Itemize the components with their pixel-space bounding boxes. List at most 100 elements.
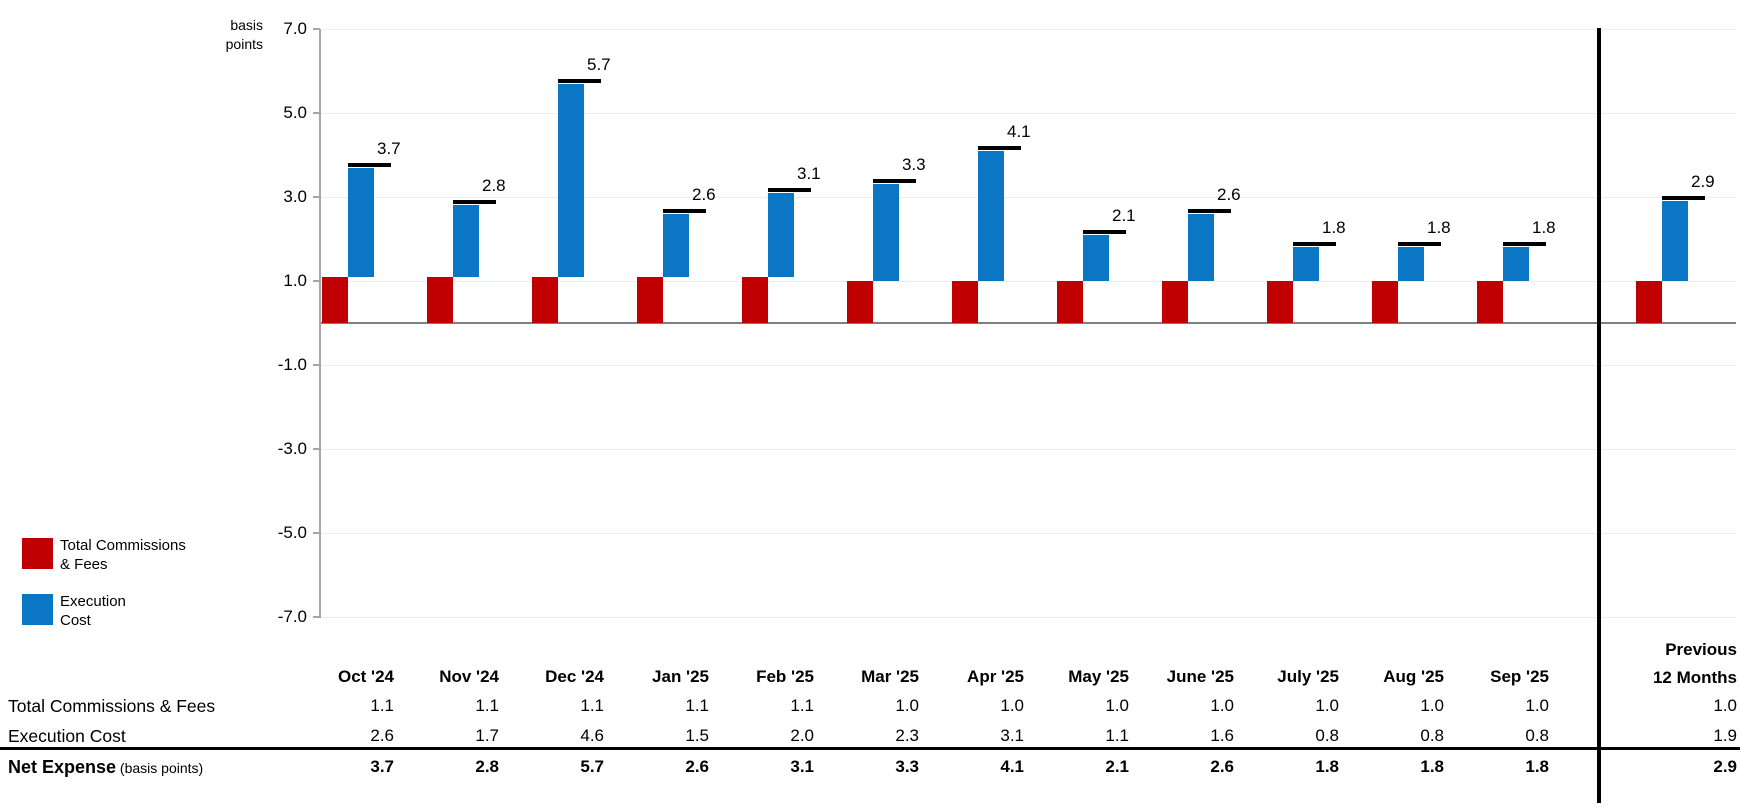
table-col-header: Dec '24: [545, 667, 604, 686]
table-cell: 1.1: [1105, 726, 1129, 745]
net-expense-marker: [768, 187, 811, 192]
net-expense-marker: [1293, 242, 1336, 247]
table-cell: 3.1: [1000, 726, 1024, 745]
table-col-header: Oct '24: [337, 667, 394, 686]
table-row-label: Total Commissions & Fees: [8, 696, 216, 716]
table-cell: 2.1: [1105, 757, 1129, 776]
y-tick-label: -5.0: [277, 523, 307, 542]
net-expense-value-label: 1.8: [1532, 218, 1556, 238]
table-col-header: Aug '25: [1383, 667, 1444, 686]
y-gridline: [320, 617, 1736, 618]
commissions-bar: [1477, 281, 1503, 323]
table-cell: 1.0: [895, 696, 919, 715]
table-col-header: May '25: [1068, 667, 1129, 686]
table-cell: 0.8: [1525, 726, 1549, 745]
net-expense-value-label: 1.8: [1427, 218, 1451, 238]
table-cell-previous: 1.0: [1713, 696, 1737, 715]
y-axis-tick: [313, 448, 320, 450]
table-cell: 2.6: [1210, 757, 1234, 776]
y-tick-label: -7.0: [277, 607, 307, 626]
net-expense-value-label: 3.7: [377, 138, 401, 158]
table-cell: 1.1: [475, 696, 499, 715]
table-cell: 1.6: [1210, 726, 1234, 745]
table-row-label: Net Expense (basis points): [8, 757, 204, 777]
execution-legend-line2: Cost: [60, 612, 91, 629]
commissions-bar: [1372, 281, 1398, 323]
y-axis-unit-line2: points: [225, 36, 263, 52]
execution-bar: [1083, 234, 1109, 281]
y-tick-label: 7.0: [283, 19, 307, 38]
zero-baseline: [320, 322, 1736, 324]
commissions-bar: [952, 281, 978, 323]
net-expense-marker: [1503, 242, 1546, 247]
execution-legend-label: Execution Cost: [60, 592, 126, 630]
table-cell: 2.3: [895, 726, 919, 745]
y-axis-tick: [313, 28, 320, 30]
table-cell: 1.0: [1525, 696, 1549, 715]
net-expense-marker: [1398, 242, 1441, 247]
table-col-header: Feb '25: [756, 667, 814, 686]
period-separator-line: [1597, 28, 1601, 803]
table-col-header: Mar '25: [861, 667, 919, 686]
table-cell: 1.0: [1420, 696, 1444, 715]
table-col-header-previous-line1: Previous: [1665, 640, 1737, 659]
execution-bar: [1503, 247, 1529, 281]
legend-item-execution: Execution Cost: [22, 592, 232, 634]
net-expense-value-label: 2.9: [1691, 172, 1715, 192]
commissions-bar: [322, 276, 348, 323]
net-expense-marker: [873, 179, 916, 184]
net-expense-marker: [1662, 196, 1705, 201]
table-cell: 0.8: [1315, 726, 1339, 745]
commissions-bar: [637, 276, 663, 323]
table-cell: 1.0: [1105, 696, 1129, 715]
y-gridline: [320, 197, 1736, 198]
table-cell: 2.8: [475, 757, 499, 776]
legend-item-commissions: Total Commissions & Fees: [22, 536, 232, 578]
y-tick-label: -1.0: [277, 355, 307, 374]
net-expense-value-label: 1.8: [1322, 218, 1346, 238]
y-axis-tick: [313, 532, 320, 534]
table-cell: 1.0: [1000, 696, 1024, 715]
table-cell: 4.1: [1000, 757, 1024, 776]
execution-bar: [1188, 213, 1214, 281]
commissions-bar: [847, 281, 873, 323]
net-expense-marker: [348, 162, 391, 167]
table-cell: 1.1: [370, 696, 394, 715]
table-cell: 2.6: [370, 726, 394, 745]
table-cell: 1.1: [580, 696, 604, 715]
y-tick-label: 3.0: [283, 187, 307, 206]
y-axis-tick: [313, 616, 320, 618]
y-axis-tick: [313, 364, 320, 366]
execution-bar: [453, 205, 479, 277]
table-col-header: Jan '25: [652, 667, 709, 686]
y-gridline: [320, 533, 1736, 534]
execution-bar: [978, 150, 1004, 281]
execution-bar: [873, 184, 899, 281]
table-cell: 3.7: [370, 757, 394, 776]
execution-bar: [1662, 201, 1688, 281]
table-cell: 1.1: [790, 696, 814, 715]
net-expense-value-label: 2.8: [482, 176, 506, 196]
commissions-bar: [742, 276, 768, 323]
execution-bar: [1293, 247, 1319, 281]
y-tick-label: 1.0: [283, 271, 307, 290]
execution-legend-swatch: [22, 594, 53, 625]
net-expense-value-label: 3.1: [797, 163, 821, 183]
y-axis-tick: [313, 196, 320, 198]
table-cell: 4.6: [580, 726, 604, 745]
execution-bar: [558, 83, 584, 277]
y-axis-unit-label: basis points: [160, 16, 263, 54]
table-cell: 1.1: [685, 696, 709, 715]
y-axis-line: [319, 29, 321, 618]
net-expense-marker: [453, 200, 496, 205]
net-expense-value-label: 5.7: [587, 54, 611, 74]
table-row-label-suffix: (basis points): [116, 760, 204, 776]
table-col-header: Apr '25: [967, 667, 1024, 686]
table-cell-previous: 2.9: [1713, 757, 1737, 776]
table-cell: 5.7: [580, 757, 604, 776]
commissions-legend-label: Total Commissions & Fees: [60, 536, 186, 574]
y-gridline: [320, 113, 1736, 114]
table-col-header: Sep '25: [1490, 667, 1549, 686]
commissions-legend-line1: Total Commissions: [60, 537, 186, 554]
